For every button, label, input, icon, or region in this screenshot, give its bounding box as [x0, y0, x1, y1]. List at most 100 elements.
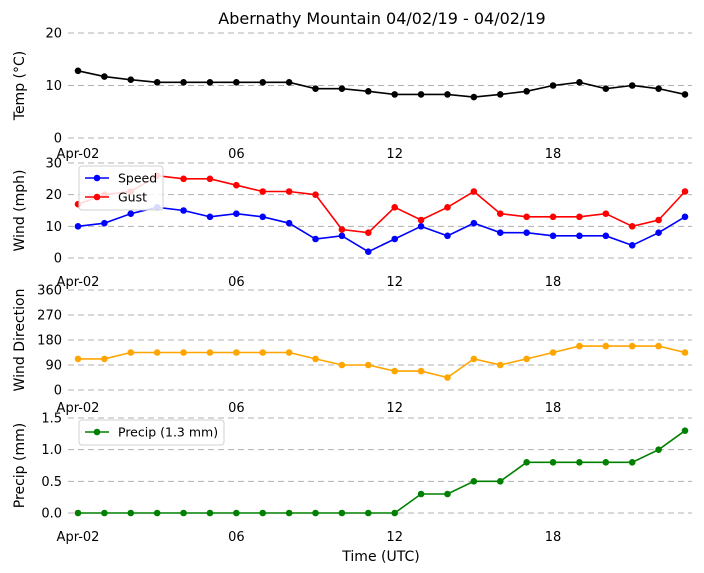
data-point [101, 355, 108, 363]
data-point [523, 355, 530, 363]
data-point [655, 342, 662, 350]
data-point [153, 79, 161, 86]
series-line-gust [77, 174, 686, 234]
legend-swatch-marker [93, 174, 101, 182]
x-tick-label: 18 [545, 275, 562, 290]
legend-label: Precip (1.3 mm) [118, 425, 218, 440]
data-point [576, 232, 583, 240]
x-tick-label: Apr-02 [57, 275, 100, 290]
data-point [285, 79, 293, 86]
data-point [576, 213, 583, 221]
data-point [180, 207, 187, 214]
data-point [444, 91, 451, 98]
x-axis-label: Time (UTC) [341, 549, 419, 565]
data-point [602, 342, 610, 350]
data-point [74, 67, 82, 75]
data-point [602, 85, 610, 92]
y-axis-label: Wind Direction [12, 289, 28, 392]
y-tick-label: 90 [45, 359, 62, 374]
data-point [259, 79, 267, 86]
legend-swatch-marker [93, 428, 101, 436]
data-point [655, 446, 662, 453]
data-point [206, 79, 214, 86]
y-tick-label: 0.0 [41, 507, 62, 522]
series-line-speed [77, 206, 686, 253]
data-point [417, 367, 425, 375]
data-point [153, 349, 161, 356]
data-point [285, 219, 293, 227]
data-point [628, 242, 636, 249]
y-tick-label: 20 [45, 188, 62, 203]
data-point [259, 213, 267, 221]
data-point [180, 349, 187, 356]
y-tick-label: 0 [54, 132, 62, 147]
data-point [417, 490, 425, 498]
x-tick-label: 06 [228, 275, 245, 290]
data-point [655, 229, 662, 236]
data-point [628, 223, 636, 230]
data-point [206, 509, 214, 517]
y-tick-label: 30 [45, 157, 62, 172]
data-point [285, 188, 293, 195]
y-tick-label: 180 [37, 334, 62, 349]
data-point [391, 235, 398, 243]
data-point [444, 204, 451, 211]
data-point [444, 232, 451, 240]
data-point [628, 459, 636, 466]
data-point [127, 349, 135, 356]
x-tick-label: Apr-02 [57, 530, 100, 545]
panel-wind-mph: 0 10 20 30 Wind (mph) Apr-02 06 12 18 Speed Gust [12, 157, 692, 290]
data-point [312, 355, 319, 363]
data-point [206, 213, 214, 221]
data-point [523, 87, 530, 95]
data-point [576, 79, 583, 86]
data-point [681, 213, 689, 221]
panel-precip-mm: 0.0 0.5 1.0 1.5 Precip (mm) Apr-02 06 12 18 Preci… [12, 412, 692, 545]
y-tick-label: 0 [54, 252, 62, 267]
data-point [127, 509, 135, 517]
data-point [391, 509, 398, 517]
legend: Precip (1.3 mm) [78, 419, 225, 446]
data-point [180, 79, 187, 86]
data-point [470, 188, 478, 195]
data-point [74, 355, 82, 363]
data-point [233, 79, 240, 86]
data-point [655, 216, 662, 224]
data-point [576, 342, 583, 350]
data-point [628, 342, 636, 350]
data-point [681, 91, 689, 98]
data-point [470, 93, 478, 101]
data-point [233, 509, 240, 517]
x-tick-label: 06 [228, 401, 245, 416]
data-point [127, 76, 135, 84]
data-point [101, 219, 108, 227]
data-point [180, 175, 187, 183]
y-tick-label: 360 [37, 284, 62, 299]
x-tick-label: 06 [228, 530, 245, 545]
data-point [549, 232, 557, 240]
panel-wind-direction: 0 90 180 270 360 Wind Direction Apr-02 06 12 18 [12, 284, 692, 416]
data-point [74, 223, 82, 230]
data-point [338, 232, 346, 240]
data-point [628, 82, 636, 89]
data-point [206, 349, 214, 356]
data-point [549, 459, 557, 466]
data-point [233, 349, 240, 356]
data-point [602, 232, 610, 240]
y-tick-label: 0 [54, 384, 62, 399]
series-line [78, 345, 686, 379]
data-point [312, 85, 319, 92]
data-point [338, 361, 346, 369]
x-tick-label: 18 [545, 401, 562, 416]
x-tick-label: 12 [386, 530, 403, 545]
data-point [338, 509, 346, 517]
chart-title: Abernathy Mountain 04/02/19 - 04/02/19 [218, 9, 545, 28]
x-tick-label: 18 [545, 530, 562, 545]
data-point [312, 191, 319, 198]
data-point [338, 85, 346, 92]
data-point [417, 223, 425, 230]
data-point [206, 175, 214, 183]
data-point [496, 229, 504, 236]
data-point [470, 219, 478, 227]
y-tick-label: 270 [37, 309, 62, 324]
